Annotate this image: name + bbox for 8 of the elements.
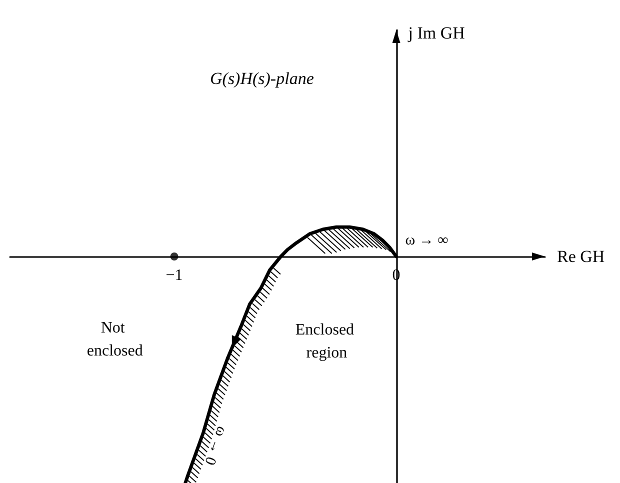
- annotation: ω → 0: [201, 424, 230, 468]
- annotation: Enclosed region: [295, 322, 358, 362]
- text: j Im GH: [407, 24, 465, 42]
- annotation: ω → ∞: [405, 232, 449, 248]
- annotation: Not enclosed: [86, 319, 143, 360]
- x-axis-title: Re GH: [557, 247, 605, 266]
- chart-title: G(s)H(s)-plane: [210, 69, 314, 88]
- x-tick-label: −1: [166, 267, 183, 284]
